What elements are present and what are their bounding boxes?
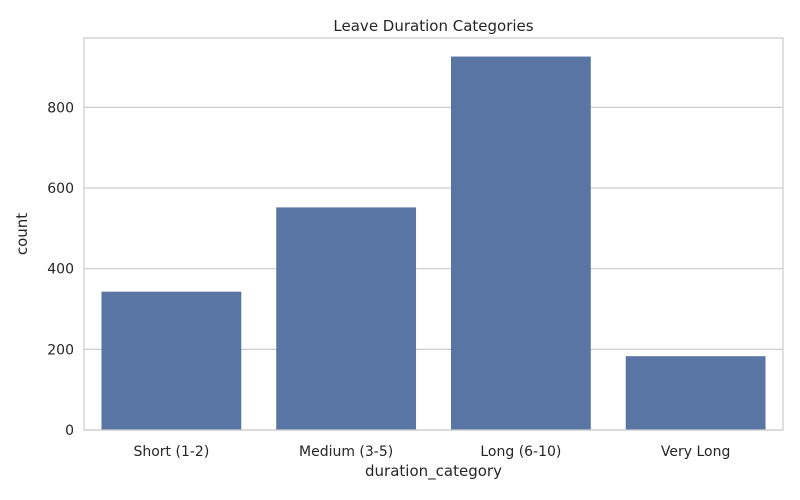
bar-2 [450,56,591,430]
x-tick-label: Medium (3-5) [299,444,393,460]
y-tick-labels: 0 200 400 600 800 [47,100,74,439]
chart-title: Leave Duration Categories [333,17,533,35]
bars [101,56,766,430]
bar-1 [276,207,417,430]
y-tick-label: 800 [47,100,74,116]
y-tick-label: 0 [65,423,74,439]
x-tick-labels: Short (1-2) Medium (3-5) Long (6-10) Very L… [133,444,730,460]
x-tick-label: Long (6-10) [480,444,561,460]
y-tick-label: 400 [47,262,74,278]
y-tick-label: 200 [47,342,74,358]
bar-0 [101,291,242,430]
y-axis-label: count [13,213,31,255]
bar-3 [625,356,766,430]
y-tick-label: 600 [47,181,74,197]
axes-frame [83,37,784,431]
x-axis-label: duration_category [365,462,502,481]
x-tick-label: Short (1-2) [133,444,209,460]
x-tick-label: Very Long [661,444,730,460]
